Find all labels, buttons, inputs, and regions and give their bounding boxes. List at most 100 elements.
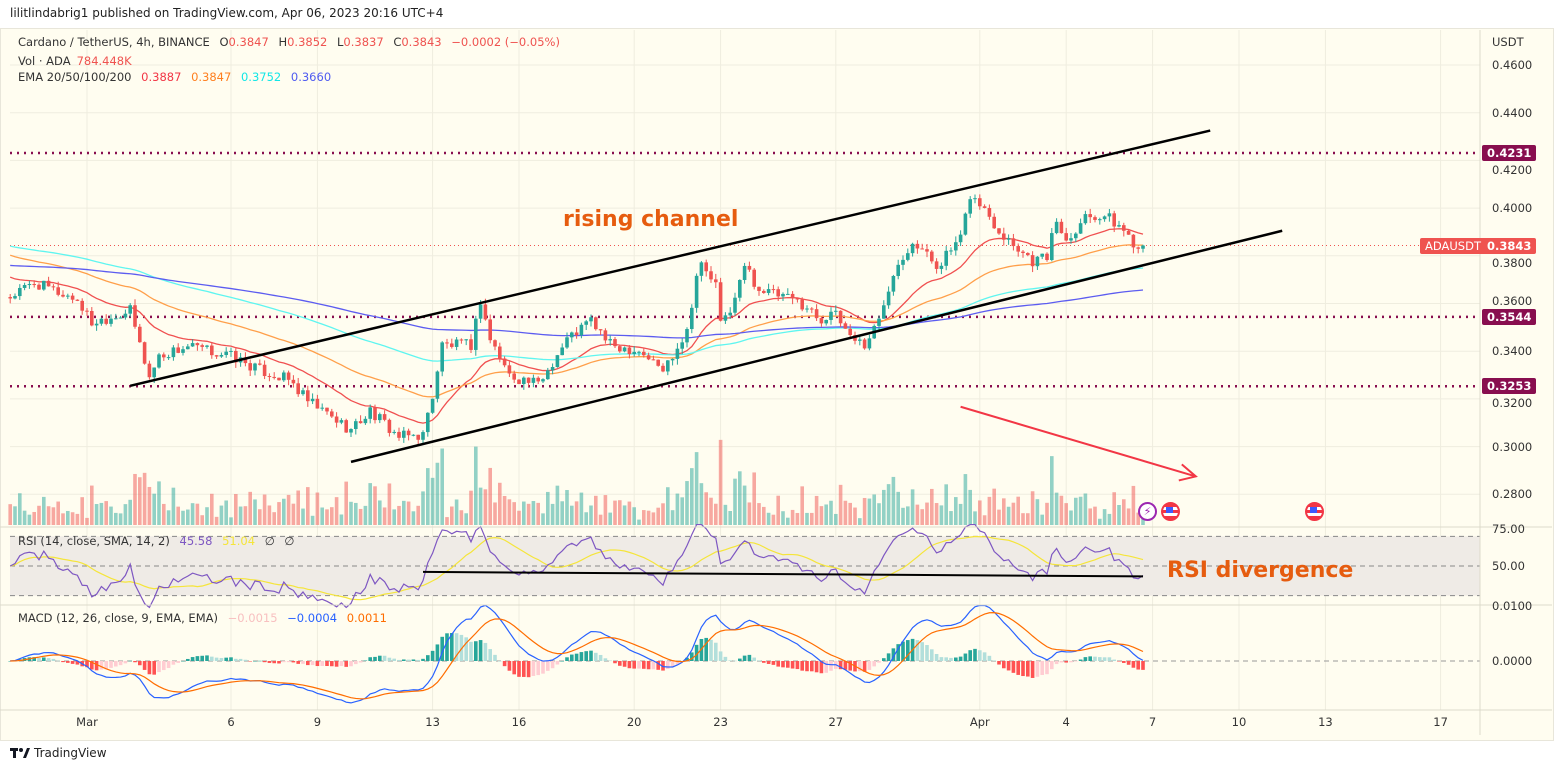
candle-body (949, 250, 953, 252)
macd-histogram-bar (123, 661, 128, 664)
macd-histogram-bar (598, 654, 603, 661)
tradingview-logo[interactable]: TradingView (10, 746, 107, 760)
macd-histogram-bar (824, 661, 828, 673)
volume-bar (138, 477, 142, 525)
volume-bar (267, 505, 272, 525)
volume-bar (901, 507, 905, 525)
volume-bar (550, 503, 555, 525)
candle-body (814, 309, 819, 319)
macd-histogram-bar (416, 659, 420, 661)
volume-bar (872, 494, 876, 525)
volume-bar (560, 501, 564, 525)
macd-histogram-bar (99, 661, 104, 670)
lightning-event-icon[interactable]: ⚡ (1138, 502, 1157, 521)
candle-body (838, 310, 843, 324)
macd-histogram-bar (310, 661, 315, 666)
volume-bar (632, 507, 636, 525)
macd-histogram-bar (1102, 657, 1107, 661)
volume-bar (128, 499, 132, 525)
volume-bar (685, 481, 689, 525)
macd-histogram-bar (646, 661, 651, 670)
macd-histogram-bar (982, 652, 987, 661)
volume-bar (51, 507, 56, 525)
volume-bar (162, 503, 166, 525)
rsi-pane (9, 523, 1480, 609)
macd-histogram-bar (934, 653, 939, 661)
us-flag-event-icon[interactable] (1305, 502, 1324, 521)
volume-bar (1054, 492, 1059, 525)
price-tick-label: 0.4400 (1492, 105, 1533, 120)
macd-histogram-bar (85, 661, 89, 668)
candle-body (56, 287, 60, 295)
volume-bar (536, 502, 540, 525)
volume-value: 784.448K (76, 54, 132, 68)
volume-bar (584, 512, 588, 525)
rsi-ma-value: 51.04 (222, 534, 256, 548)
macd-histogram-bar (1016, 661, 1020, 675)
candle-body (325, 407, 329, 412)
volume-bar (498, 482, 502, 525)
us-flag-event-icon[interactable] (1161, 502, 1180, 521)
volume-bar (272, 512, 276, 525)
volume-bar (824, 504, 828, 525)
candle-body (939, 265, 944, 269)
candle-body (219, 355, 224, 357)
volume-bar (1040, 514, 1044, 525)
candle-body (1088, 214, 1092, 218)
macd-histogram-bar (8, 661, 12, 662)
volume-bar (118, 513, 123, 525)
volume-bar (690, 468, 694, 525)
candle-body (61, 294, 65, 297)
volume-bar (762, 506, 766, 525)
macd-histogram-bar (1078, 659, 1083, 661)
macd-histogram-bar (478, 640, 483, 661)
price-tick-label: 0.3000 (1492, 439, 1533, 454)
candle-body (1006, 238, 1011, 240)
candle-body (114, 318, 118, 320)
macd-histogram-bar (171, 661, 176, 665)
candle-body (286, 372, 291, 380)
volume-bar (22, 510, 27, 525)
macd-histogram-bar (152, 661, 156, 675)
volume-legend[interactable]: Vol · ADA 784.448K (18, 54, 138, 68)
macd-histogram-bar (1002, 661, 1006, 669)
volume-bar (286, 494, 291, 525)
symbol-title[interactable]: Cardano / TetherUS, 4h, BINANCE (18, 35, 210, 49)
volume-bar (296, 490, 300, 525)
macd-histogram-bar (594, 652, 598, 661)
candle-body (411, 434, 416, 436)
ema-legend[interactable]: EMA 20/50/100/200 0.3887 0.3847 0.3752 0… (18, 70, 337, 84)
ema200-value: 0.3660 (290, 70, 332, 84)
volume-bar (210, 493, 214, 525)
ema20-line (9, 228, 1144, 424)
macd-histogram-bar (685, 657, 689, 661)
candle-body (848, 328, 852, 336)
macd-histogram-bar (603, 658, 608, 661)
volume-bar (258, 509, 262, 525)
volume-bar (608, 512, 612, 525)
macd-histogram-bar (387, 657, 392, 661)
volume-bar (925, 502, 929, 525)
candle-body (598, 329, 603, 331)
macd-histogram-bar (1112, 659, 1116, 661)
volume-bar (502, 496, 507, 525)
rsi-legend[interactable]: RSI (14, close, SMA, 14, 2) 45.58 51.04 … (18, 534, 300, 548)
volume-bar (848, 502, 852, 525)
volume-bar (181, 510, 185, 525)
candle-body (315, 398, 320, 409)
price-tick-label: 0.3800 (1492, 255, 1533, 270)
macd-histogram-bar (272, 661, 276, 664)
candle-body (262, 364, 267, 377)
macd-legend[interactable]: MACD (12, 26, close, 9, EMA, EMA) −0.001… (18, 611, 393, 625)
macd-hist-value: −0.0015 (227, 611, 278, 625)
macd-histogram-bar (723, 656, 728, 661)
candle-body (1074, 233, 1078, 239)
candle-body (690, 307, 694, 330)
candle-body (502, 358, 507, 366)
macd-histogram-bar (555, 661, 560, 665)
volume-bar (992, 488, 996, 525)
candle-body (70, 295, 75, 300)
macd-histogram-bar (987, 655, 992, 661)
macd-histogram-bar (790, 661, 795, 669)
